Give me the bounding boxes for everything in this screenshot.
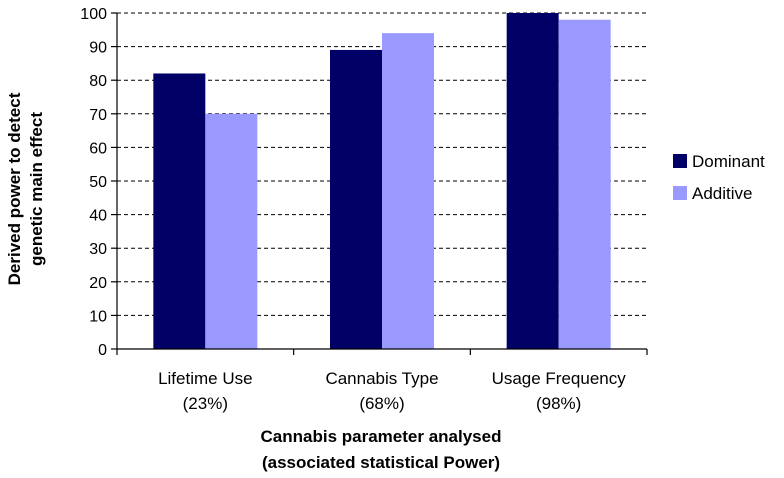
y-tick-label: 0 — [98, 342, 107, 359]
y-tick-label: 10 — [89, 308, 107, 325]
bar-dominant-3 — [506, 13, 559, 349]
x-axis-categories: Lifetime Use (23%) Cannabis Type (68%) Usage… — [116, 349, 648, 413]
bar-additive-3 — [558, 19, 611, 349]
legend-swatch-dominant — [673, 154, 687, 168]
bar-dominant-1 — [153, 73, 206, 349]
x-category-label: Lifetime Use — [158, 369, 252, 388]
bar-dominant-2 — [330, 49, 382, 350]
bar-additive-2 — [382, 33, 434, 349]
x-category-label: Cannabis Type — [325, 369, 438, 388]
y-tick-label: 60 — [89, 140, 107, 157]
x-category-label: Usage Frequency — [492, 369, 627, 388]
y-tick-label: 80 — [89, 73, 107, 90]
x-category-label: (23%) — [183, 394, 228, 413]
legend-label-additive: Additive — [692, 184, 752, 203]
x-axis-title-line-2: (associated statistical Power) — [262, 453, 500, 472]
y-tick-label: 40 — [89, 208, 107, 225]
legend-swatch-additive — [673, 186, 687, 200]
y-tick-label: 100 — [80, 6, 107, 23]
y-tick-label: 30 — [89, 241, 107, 258]
legend-label-dominant: Dominant — [692, 152, 765, 171]
x-category-label: (68%) — [359, 394, 404, 413]
y-axis-title-line-1: Derived power to detect — [5, 92, 24, 285]
y-tick-label: 20 — [89, 275, 107, 292]
bar-additive-1 — [205, 113, 258, 349]
bars — [153, 13, 611, 350]
y-tick-label: 90 — [89, 40, 107, 57]
y-axis-title-line-2: genetic main effect — [27, 112, 46, 266]
y-axis-ticks: 0 10 20 30 40 50 60 70 80 90 100 — [80, 6, 117, 359]
x-category-label: (98%) — [536, 394, 581, 413]
y-tick-label: 70 — [89, 107, 107, 124]
y-tick-label: 50 — [89, 174, 107, 191]
x-axis-title-line-1: Cannabis parameter analysed — [261, 427, 502, 446]
legend: Dominant Additive — [673, 152, 765, 203]
